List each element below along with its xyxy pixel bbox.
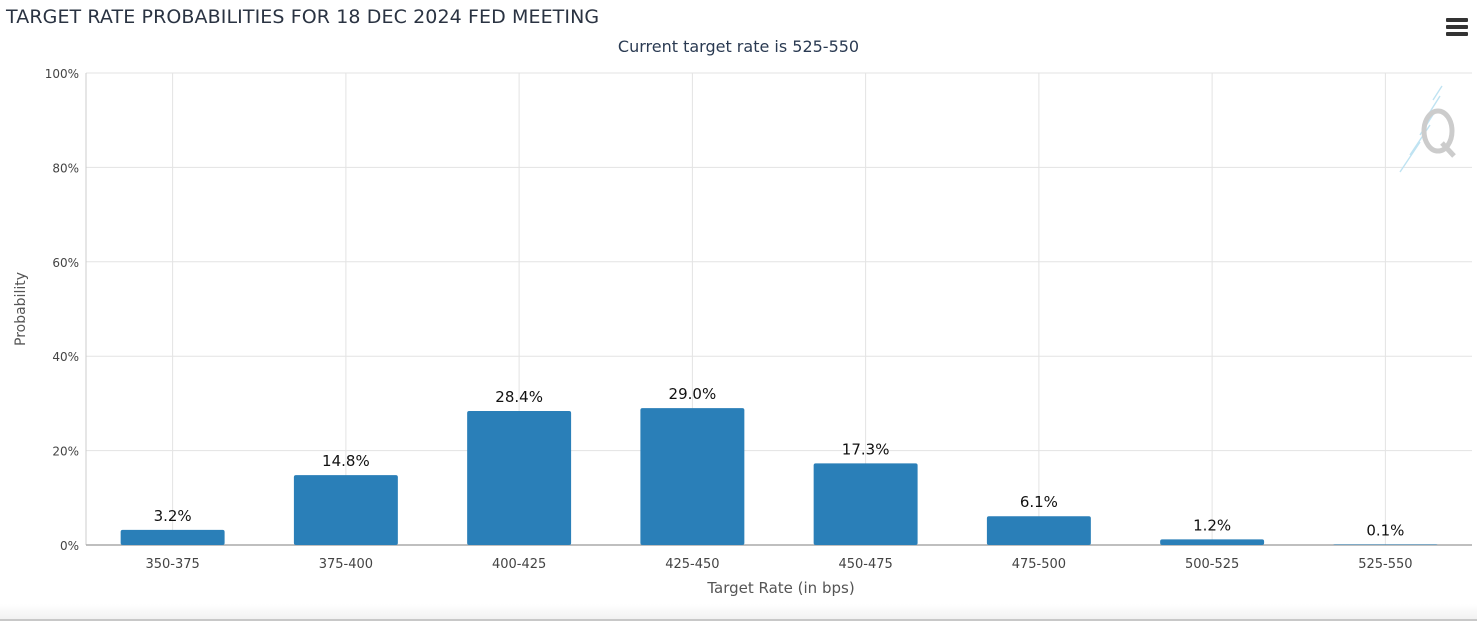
data-label-375-400: 14.8% xyxy=(322,452,370,470)
hamburger-menu-icon[interactable] xyxy=(1446,18,1468,38)
x-tick-425-450: 425-450 xyxy=(665,557,719,572)
data-label-475-500: 6.1% xyxy=(1020,493,1058,511)
bar-500-525[interactable] xyxy=(1160,539,1265,545)
x-tick-labels: 350-375 375-400 400-425 425-450 450-475 475-5… xyxy=(145,557,1412,572)
x-tick-525-550: 525-550 xyxy=(1358,557,1412,572)
bottom-edge xyxy=(0,604,1477,621)
chart-grid xyxy=(85,72,1472,546)
y-tick-label: 100% xyxy=(45,67,79,81)
data-label-525-550: 0.1% xyxy=(1366,522,1404,540)
bar-425-450[interactable] xyxy=(640,408,745,545)
y-tick-label: 80% xyxy=(52,161,79,175)
y-tick-label: 60% xyxy=(52,256,79,270)
x-tick-500-525: 500-525 xyxy=(1185,557,1239,572)
bars xyxy=(120,408,1438,545)
y-tick-label: 20% xyxy=(52,445,79,459)
x-tick-350-375: 350-375 xyxy=(145,557,199,572)
x-tick-450-475: 450-475 xyxy=(838,557,892,572)
data-label-425-450: 29.0% xyxy=(669,385,717,403)
chart-subtitle: Current target rate is 525-550 xyxy=(617,37,860,56)
x-axis-label: Target Rate (in bps) xyxy=(706,579,854,597)
bar-400-425[interactable] xyxy=(467,410,572,545)
y-tick-labels: 0% 20% 40% 60% 80% 100% xyxy=(45,67,79,553)
chart-title: TARGET RATE PROBABILITIES FOR 18 DEC 202… xyxy=(6,6,600,28)
bar-375-400[interactable] xyxy=(293,475,398,545)
quikstrike-q-logo-icon xyxy=(1399,85,1456,173)
y-tick-label: 40% xyxy=(52,350,79,364)
y-axis-label: Probability xyxy=(13,272,29,346)
data-label-400-425: 28.4% xyxy=(495,388,543,406)
data-label-350-375: 3.2% xyxy=(154,507,192,525)
y-tick-label: 0% xyxy=(60,539,79,553)
data-label-500-525: 1.2% xyxy=(1193,516,1231,534)
bar-450-475[interactable] xyxy=(813,463,918,545)
x-tick-400-425: 400-425 xyxy=(492,557,546,572)
data-labels: 3.2% 14.8% 28.4% 29.0% 17.3% 6.1% 1.2% 0.1% xyxy=(154,385,1405,539)
x-tick-375-400: 375-400 xyxy=(319,557,373,572)
data-label-450-475: 17.3% xyxy=(842,440,890,458)
x-tick-475-500: 475-500 xyxy=(1012,557,1066,572)
bar-350-375[interactable] xyxy=(120,529,225,545)
bar-475-500[interactable] xyxy=(986,516,1091,545)
